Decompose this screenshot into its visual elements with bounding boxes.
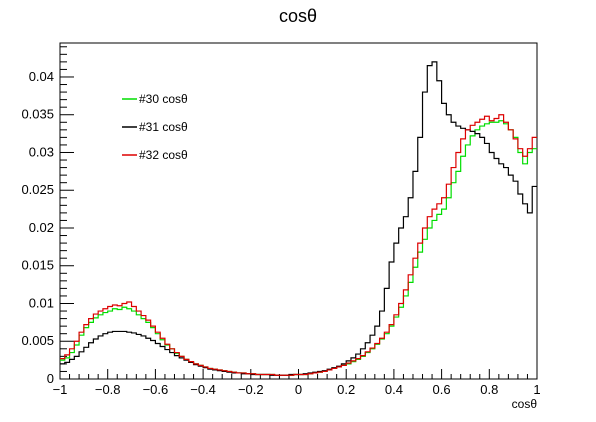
x-tick-label: 1 xyxy=(533,382,540,397)
x-axis-title: cosθ xyxy=(512,397,538,411)
legend-label-3: #32 cosθ xyxy=(139,148,188,162)
x-tick-label: −1 xyxy=(53,382,68,397)
y-axis: 0 0.005 0.01 0.015 0.02 0.025 0.03 0.035 0.04 xyxy=(21,46,74,386)
chart-title: cosθ xyxy=(279,6,317,26)
x-tick-label: −0.6 xyxy=(143,382,169,397)
x-tick-label: −0.4 xyxy=(190,382,216,397)
series-line-2 xyxy=(60,61,537,376)
y-tick-label: 0.02 xyxy=(29,220,54,235)
series-line-3 xyxy=(60,114,537,376)
series-layer xyxy=(60,61,537,376)
legend-label-1: #30 cosθ xyxy=(139,92,188,106)
x-tick-label: 0 xyxy=(295,382,302,397)
y-tick-label: 0.005 xyxy=(21,333,54,348)
x-tick-label: −0.8 xyxy=(95,382,121,397)
x-tick-label: 0.6 xyxy=(433,382,451,397)
legend-label-2: #31 cosθ xyxy=(139,120,188,134)
x-tick-label: 0.2 xyxy=(337,382,355,397)
y-tick-label: 0.01 xyxy=(29,295,54,310)
y-tick-label: 0.03 xyxy=(29,144,54,159)
series-line-1 xyxy=(60,120,537,376)
x-tick-label: 0.4 xyxy=(385,382,403,397)
y-tick-label: 0 xyxy=(47,371,54,386)
legend: #30 cosθ #31 cosθ #32 cosθ xyxy=(122,92,188,162)
plot-border xyxy=(59,42,538,380)
x-tick-label: −0.2 xyxy=(238,382,264,397)
y-tick-label: 0.04 xyxy=(29,69,54,84)
x-tick-label: 0.8 xyxy=(480,382,498,397)
y-tick-label: 0.025 xyxy=(21,182,54,197)
y-tick-label: 0.015 xyxy=(21,258,54,273)
y-tick-label: 0.035 xyxy=(21,107,54,122)
plot-frame xyxy=(59,42,538,380)
x-axis: −1 −0.8 −0.6 −0.4 −0.2 0 0.2 0.4 0.6 0.8 1 xyxy=(53,369,541,397)
